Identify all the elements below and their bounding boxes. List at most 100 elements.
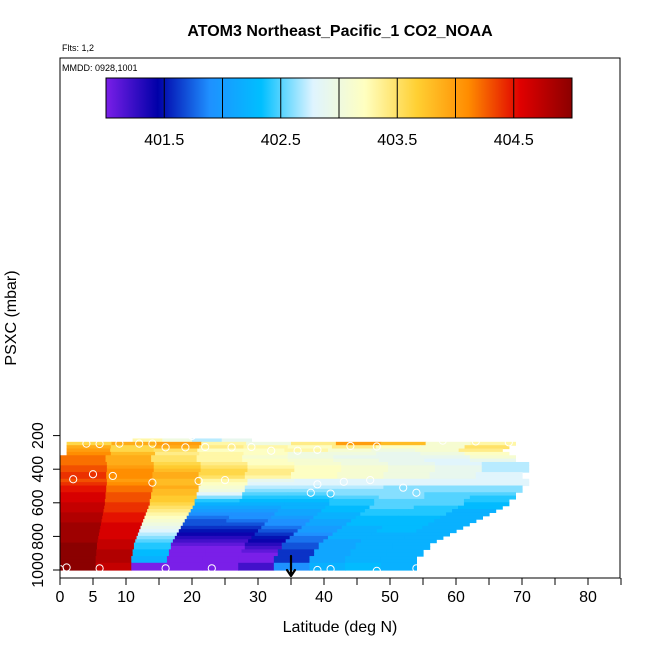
x-tick-label-1: 5 bbox=[89, 589, 98, 606]
curtain-cell-26-9 bbox=[422, 525, 464, 530]
sample-point-17 bbox=[504, 438, 513, 447]
curtain-cell-32-2 bbox=[133, 545, 172, 550]
sample-point-27 bbox=[339, 477, 348, 486]
curtain-cell-36-4 bbox=[202, 559, 239, 564]
curtain-cell-15-0 bbox=[60, 488, 107, 493]
curtain-cell-22-7 bbox=[360, 512, 404, 517]
colorbar-tick-label-1: 402.5 bbox=[261, 132, 301, 149]
curtain-cell-33-2 bbox=[132, 549, 170, 554]
curtain-cell-10-1 bbox=[106, 472, 153, 477]
y-axis-label: PSXC (mbar) bbox=[3, 270, 20, 365]
curtain-cell-35-2 bbox=[131, 556, 168, 561]
curtain-cell-7-0 bbox=[60, 461, 108, 466]
curtain-cell-20-8 bbox=[413, 505, 459, 510]
curtain-cell-14-3 bbox=[198, 485, 246, 490]
curtain-cell-27-1 bbox=[99, 529, 140, 534]
curtain-cell-11-7 bbox=[383, 475, 431, 480]
curtain-cell-1-1 bbox=[111, 441, 157, 446]
curtain-cell-36-9 bbox=[380, 559, 417, 564]
curtain-cell-22-6 bbox=[317, 512, 361, 517]
x-tick-label-9: 80 bbox=[579, 589, 597, 606]
curtain-cell-21-2 bbox=[147, 509, 192, 513]
sample-point-18 bbox=[187, 431, 197, 441]
curtain-cell-19-3 bbox=[194, 502, 241, 507]
curtain-cell-12-3 bbox=[200, 478, 249, 483]
sample-point-16 bbox=[471, 437, 480, 446]
sample-point-24 bbox=[194, 476, 203, 486]
curtain-cell-7-9 bbox=[481, 461, 530, 466]
curtain-cell-34-4 bbox=[205, 552, 243, 557]
curtain-cell-16-5 bbox=[287, 492, 334, 497]
curtain-cell-15-2 bbox=[152, 488, 200, 493]
curtain-cell-10-5 bbox=[291, 472, 338, 477]
sample-point-32 bbox=[326, 489, 335, 498]
curtain-cell-1-0 bbox=[66, 441, 113, 446]
curtain-cell-23-8 bbox=[397, 515, 441, 520]
curtain-cell-21-9 bbox=[452, 509, 497, 513]
curtain-cell-8-6 bbox=[341, 465, 389, 470]
curtain-cell-33-7 bbox=[314, 549, 351, 554]
curtain-cell-27-5 bbox=[258, 529, 299, 534]
curtain-cell-5-1 bbox=[105, 455, 152, 460]
sample-point-19 bbox=[234, 429, 243, 439]
curtain-cell-13-9 bbox=[481, 482, 530, 487]
curtain-cell-25-3 bbox=[182, 522, 225, 527]
curtain-cell-27-8 bbox=[376, 529, 417, 534]
curtain-cell-3-4 bbox=[240, 448, 285, 453]
sample-point-22 bbox=[69, 475, 78, 484]
curtain-cell-19-5 bbox=[284, 502, 330, 507]
curtain-cell-7-4 bbox=[247, 461, 295, 466]
curtain-cell-30-9 bbox=[398, 539, 437, 544]
curtain-cell-28-1 bbox=[98, 532, 139, 537]
x-axis-label: Latitude (deg N) bbox=[283, 619, 398, 636]
sample-point-1 bbox=[95, 439, 104, 449]
curtain-cell-12-4 bbox=[247, 478, 295, 483]
curtain-cell-24-6 bbox=[309, 519, 352, 524]
curtain-cell-1-7 bbox=[380, 441, 427, 446]
curtain-cell-23-6 bbox=[313, 515, 357, 520]
curtain-cell-18-0 bbox=[60, 498, 106, 503]
curtain-cell-3-7 bbox=[371, 448, 416, 453]
curtain-cell-27-7 bbox=[337, 529, 378, 534]
curtain-cell-5-2 bbox=[151, 455, 198, 460]
curtain-cell-11-5 bbox=[291, 475, 338, 480]
curtain-cell-25-1 bbox=[100, 522, 143, 527]
curtain-cell-32-3 bbox=[170, 545, 209, 550]
x-axis: 0 5 10 20 30 40 50 60 70 80 bbox=[56, 577, 622, 606]
curtain-cell-20-3 bbox=[192, 505, 238, 510]
curtain-cell-30-6 bbox=[285, 539, 324, 544]
curtain-cell-10-8 bbox=[429, 472, 477, 477]
curtain-cell-33-9 bbox=[386, 549, 424, 554]
curtain-cell-5-5 bbox=[287, 455, 334, 460]
curtain-cell-36-2 bbox=[131, 559, 168, 564]
curtain-cell-28-3 bbox=[176, 532, 217, 537]
curtain-cell-35-7 bbox=[309, 556, 346, 561]
curtain-cell-3-1 bbox=[110, 448, 155, 453]
curtain-cell-24-8 bbox=[392, 519, 435, 524]
curtain-cell-16-6 bbox=[333, 492, 380, 497]
curtain-cell-23-5 bbox=[271, 515, 315, 520]
curtain-cell-25-7 bbox=[346, 522, 388, 527]
sample-point-36 bbox=[161, 564, 170, 573]
chart-title: ATOM3 Northeast_Pacific_1 CO2_NOAA bbox=[187, 23, 493, 40]
curtain-cell-13-8 bbox=[434, 482, 483, 487]
curtain-cell-22-9 bbox=[446, 512, 490, 517]
curtain-cell-10-2 bbox=[152, 472, 200, 477]
curtain-cell-20-0 bbox=[60, 505, 105, 510]
curtain-cell-17-3 bbox=[196, 495, 243, 500]
curtain-cell-32-6 bbox=[281, 545, 320, 550]
curtain-cell-5-8 bbox=[424, 455, 471, 460]
curtain-cell-17-5 bbox=[287, 495, 334, 500]
x-tick-label-0: 0 bbox=[56, 589, 65, 606]
curtain-cell-14-4 bbox=[244, 485, 292, 490]
curtain-cell-18-1 bbox=[104, 498, 151, 503]
curtain-cell-34-3 bbox=[168, 552, 206, 557]
curtain-cell-19-6 bbox=[329, 502, 375, 507]
sample-point-28 bbox=[366, 476, 375, 485]
curtain-cell-31-1 bbox=[96, 542, 135, 547]
curtain-cell-30-0 bbox=[60, 539, 99, 544]
curtain-cell-9-2 bbox=[153, 468, 202, 473]
curtain-cell-31-2 bbox=[133, 542, 172, 547]
curtain-cell-15-9 bbox=[475, 488, 523, 493]
curtain-cell-30-8 bbox=[360, 539, 400, 544]
